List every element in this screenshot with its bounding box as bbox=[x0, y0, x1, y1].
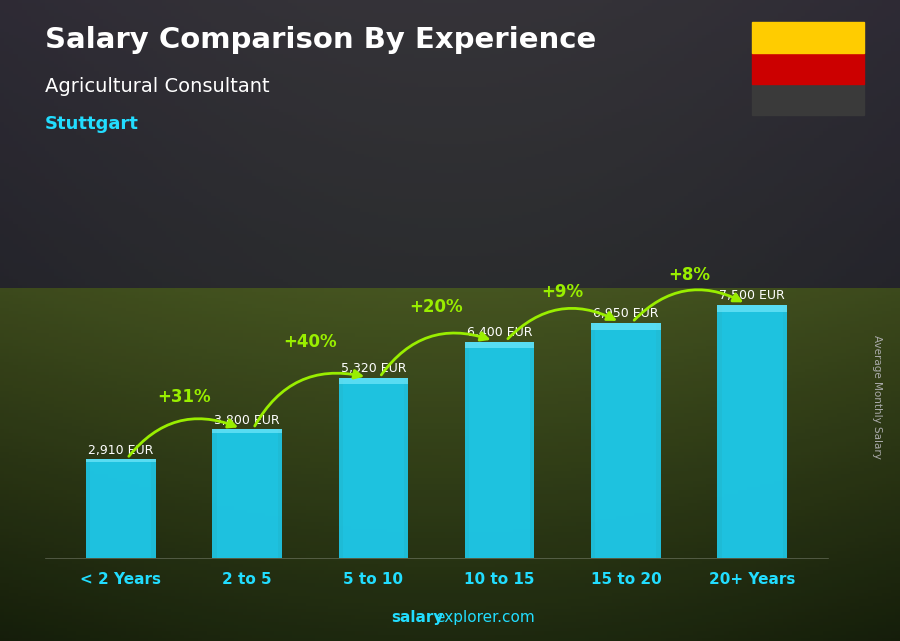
Bar bbox=[338, 378, 408, 383]
Text: Salary Comparison By Experience: Salary Comparison By Experience bbox=[45, 26, 596, 54]
Bar bbox=[591, 323, 661, 558]
Text: 5,320 EUR: 5,320 EUR bbox=[340, 363, 406, 376]
Bar bbox=[465, 342, 535, 558]
Bar bbox=[752, 22, 864, 53]
Bar bbox=[596, 323, 656, 558]
Text: 7,500 EUR: 7,500 EUR bbox=[719, 289, 785, 302]
Bar bbox=[86, 460, 156, 462]
Text: 6,950 EUR: 6,950 EUR bbox=[593, 308, 659, 320]
Bar bbox=[722, 304, 783, 558]
Bar bbox=[90, 460, 151, 558]
Text: +8%: +8% bbox=[668, 267, 710, 285]
Text: +40%: +40% bbox=[284, 333, 337, 351]
Text: Agricultural Consultant: Agricultural Consultant bbox=[45, 77, 270, 96]
Bar bbox=[338, 378, 408, 558]
Bar bbox=[717, 304, 787, 558]
Bar bbox=[752, 85, 864, 115]
Bar bbox=[217, 429, 277, 558]
Text: +31%: +31% bbox=[158, 388, 211, 406]
Bar bbox=[717, 304, 787, 312]
Text: 6,400 EUR: 6,400 EUR bbox=[467, 326, 533, 339]
Bar bbox=[591, 323, 661, 330]
Bar bbox=[212, 429, 282, 558]
Text: salary: salary bbox=[392, 610, 444, 625]
Text: 3,800 EUR: 3,800 EUR bbox=[214, 414, 280, 427]
Bar bbox=[465, 342, 535, 348]
Text: Average Monthly Salary: Average Monthly Salary bbox=[872, 335, 883, 460]
Bar bbox=[469, 342, 530, 558]
Text: 2,910 EUR: 2,910 EUR bbox=[88, 444, 154, 457]
Text: +9%: +9% bbox=[542, 283, 584, 301]
Text: +20%: +20% bbox=[410, 299, 464, 317]
Bar bbox=[752, 53, 864, 85]
Bar bbox=[343, 378, 404, 558]
Bar bbox=[86, 460, 156, 558]
Bar bbox=[212, 429, 282, 433]
Text: explorer.com: explorer.com bbox=[435, 610, 535, 625]
Text: Stuttgart: Stuttgart bbox=[45, 115, 139, 133]
